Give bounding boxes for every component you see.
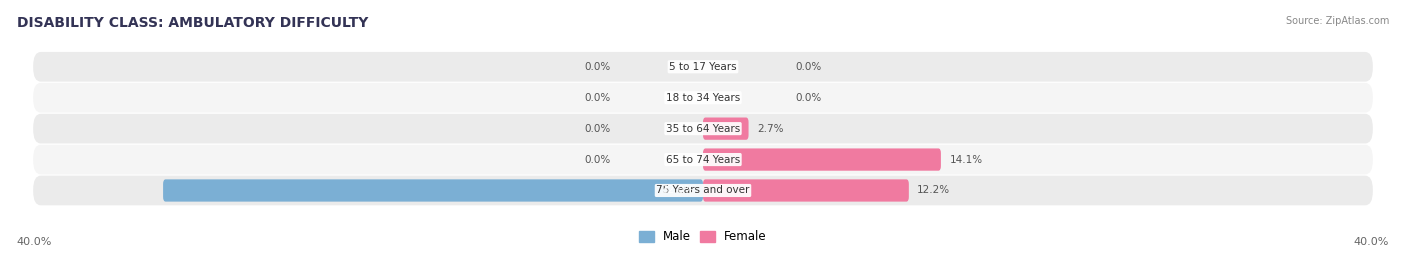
Text: 0.0%: 0.0% — [583, 155, 610, 165]
Legend: Male, Female: Male, Female — [634, 226, 772, 248]
FancyBboxPatch shape — [34, 83, 1372, 113]
Text: 32.0%: 32.0% — [662, 185, 695, 195]
Text: Source: ZipAtlas.com: Source: ZipAtlas.com — [1285, 16, 1389, 26]
FancyBboxPatch shape — [163, 179, 703, 202]
Text: 0.0%: 0.0% — [583, 62, 610, 72]
FancyBboxPatch shape — [703, 148, 941, 171]
Text: 35 to 64 Years: 35 to 64 Years — [666, 124, 740, 134]
Text: 65 to 74 Years: 65 to 74 Years — [666, 155, 740, 165]
Text: 2.7%: 2.7% — [756, 124, 783, 134]
FancyBboxPatch shape — [703, 179, 908, 202]
FancyBboxPatch shape — [34, 145, 1372, 174]
Text: 0.0%: 0.0% — [583, 124, 610, 134]
Text: 5 to 17 Years: 5 to 17 Years — [669, 62, 737, 72]
Text: 0.0%: 0.0% — [796, 93, 823, 103]
FancyBboxPatch shape — [34, 176, 1372, 205]
Text: 12.2%: 12.2% — [917, 185, 950, 195]
Text: DISABILITY CLASS: AMBULATORY DIFFICULTY: DISABILITY CLASS: AMBULATORY DIFFICULTY — [17, 16, 368, 30]
FancyBboxPatch shape — [34, 114, 1372, 143]
Text: 0.0%: 0.0% — [796, 62, 823, 72]
FancyBboxPatch shape — [703, 117, 748, 140]
Text: 40.0%: 40.0% — [17, 237, 52, 247]
Text: 18 to 34 Years: 18 to 34 Years — [666, 93, 740, 103]
Text: 0.0%: 0.0% — [583, 93, 610, 103]
Text: 14.1%: 14.1% — [949, 155, 983, 165]
Text: 40.0%: 40.0% — [1354, 237, 1389, 247]
FancyBboxPatch shape — [34, 52, 1372, 82]
Text: 75 Years and over: 75 Years and over — [657, 185, 749, 195]
